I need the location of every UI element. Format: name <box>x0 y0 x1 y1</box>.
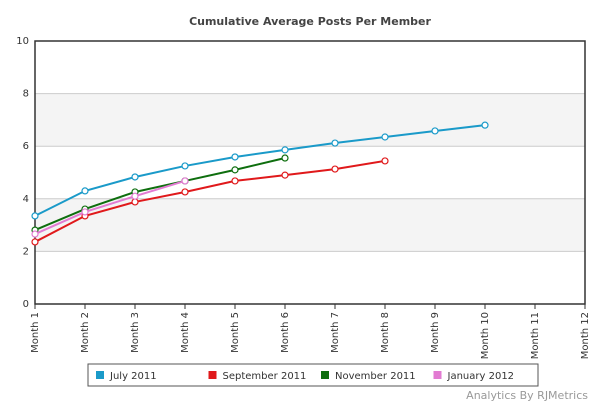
data-point <box>231 153 239 161</box>
data-point <box>281 146 289 154</box>
data-point <box>81 208 89 216</box>
series-line <box>34 179 186 235</box>
data-point <box>31 212 39 220</box>
data-point <box>381 157 389 165</box>
x-tick-label: Month 10 <box>480 312 491 359</box>
series-line <box>34 159 386 243</box>
legend-swatch <box>96 371 104 379</box>
x-tick-label: Month 2 <box>80 312 91 353</box>
x-tick-label: Month 5 <box>230 312 241 353</box>
series-line <box>34 157 286 232</box>
data-point <box>331 165 339 173</box>
x-tick-label: Month 7 <box>330 312 341 353</box>
data-point <box>281 171 289 179</box>
x-tick-label: Month 12 <box>580 312 591 359</box>
x-tick-label: Month 6 <box>280 312 291 353</box>
data-point <box>131 173 139 181</box>
grid-band <box>35 198 585 252</box>
data-point <box>231 177 239 185</box>
y-tick-label: 4 <box>23 194 29 205</box>
y-tick-label: 2 <box>23 246 29 257</box>
y-tick-label: 0 <box>23 299 29 310</box>
series-line <box>34 124 486 217</box>
data-point <box>31 230 39 238</box>
data-point <box>81 187 89 195</box>
legend-box <box>87 363 539 387</box>
legend-swatch <box>321 371 329 379</box>
data-point <box>181 177 189 185</box>
legend-label: September 2011 <box>223 371 307 382</box>
data-point <box>31 238 39 246</box>
chart-title: Cumulative Average Posts Per Member <box>189 15 431 28</box>
watermark: Analytics By RJMetrics <box>466 389 588 402</box>
y-tick-label: 10 <box>16 36 29 47</box>
y-tick-label: 8 <box>23 89 29 100</box>
data-point <box>381 133 389 141</box>
data-point <box>131 192 139 200</box>
legend-label: November 2011 <box>335 371 416 382</box>
x-tick-label: Month 4 <box>180 312 191 353</box>
grid-band <box>35 93 585 147</box>
x-tick-label: Month 9 <box>430 312 441 353</box>
legend-label: July 2011 <box>109 371 157 382</box>
data-point <box>481 121 489 129</box>
data-point <box>131 198 139 206</box>
plot-frame <box>34 40 586 305</box>
data-point <box>231 166 239 174</box>
y-tick-label: 6 <box>23 141 29 152</box>
x-tick-label: Month 11 <box>530 312 541 359</box>
data-point <box>331 139 339 147</box>
data-point <box>181 188 189 196</box>
legend-swatch <box>208 371 217 379</box>
data-point <box>281 154 289 162</box>
legend-label: January 2012 <box>447 371 515 382</box>
x-tick-label: Month 3 <box>130 312 141 353</box>
data-point <box>181 162 189 170</box>
x-tick-label: Month 1 <box>30 312 41 353</box>
legend-swatch <box>433 371 442 379</box>
x-tick-label: Month 8 <box>380 312 391 353</box>
data-point <box>431 127 439 135</box>
